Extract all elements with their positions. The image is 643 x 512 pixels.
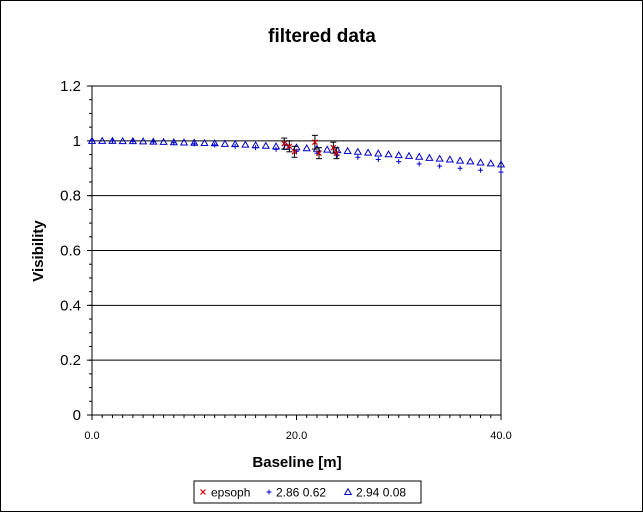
data-point [355, 154, 361, 160]
data-series [87, 134, 506, 175]
data-point [316, 150, 322, 157]
data-point [281, 140, 288, 147]
data-point [210, 139, 219, 147]
data-point [230, 139, 240, 148]
data-point [486, 159, 495, 167]
data-point [416, 161, 422, 167]
data-point [394, 150, 403, 159]
data-point [445, 155, 455, 163]
x-axis-title: Baseline [m] [252, 454, 341, 471]
y-tick-label: 1.2 [60, 78, 81, 95]
data-point [457, 165, 463, 171]
data-point [375, 156, 381, 162]
data-point [384, 150, 393, 158]
data-point [108, 136, 117, 144]
data-point [302, 144, 311, 152]
axis-ticks: 0 0.2 0.4 0.6 0.8 1 1.2 0.0 20.0 40.0 [60, 78, 512, 442]
data-point [343, 146, 352, 154]
data-point [220, 139, 230, 147]
x-tick-label: 20.0 [286, 430, 307, 442]
data-point [353, 147, 363, 155]
data-point [159, 137, 168, 145]
y-tick-label: 0.4 [60, 297, 81, 314]
data-point [241, 140, 250, 148]
data-point [291, 148, 298, 155]
series-0 [281, 134, 340, 160]
data-point [333, 150, 340, 157]
data-point [437, 163, 443, 169]
data-point [118, 136, 127, 145]
data-point [149, 137, 158, 145]
legend: epsoph 2.86 0.62 2.94 0.08 [193, 480, 422, 504]
data-point [251, 141, 260, 149]
data-point [415, 152, 424, 160]
legend-marker-2 [343, 487, 353, 495]
legend-label-1: 2.86 0.62 [276, 486, 326, 500]
data-point [498, 169, 504, 175]
legend-label-0: epsoph [211, 486, 250, 500]
data-point [87, 136, 97, 144]
x-tick-label: 0.0 [84, 430, 99, 442]
data-point [311, 139, 318, 146]
y-tick-label: 0 [73, 407, 81, 424]
data-point [128, 136, 138, 145]
legend-marker-1 [266, 489, 272, 495]
legend-box [193, 480, 422, 504]
data-point [271, 142, 281, 150]
legend-marker-0 [200, 489, 206, 495]
data-point [169, 138, 178, 146]
data-point [261, 141, 270, 149]
data-point [323, 145, 332, 153]
y-axis-title: Visibility [30, 220, 47, 282]
y-tick-label: 1 [73, 133, 81, 150]
data-point [466, 157, 475, 165]
data-point [425, 153, 434, 161]
data-point [330, 144, 337, 151]
legend-label-2: 2.94 0.08 [356, 486, 406, 500]
data-point [435, 154, 444, 162]
y-tick-label: 0.8 [60, 188, 81, 205]
data-point [374, 149, 383, 157]
data-point [476, 158, 485, 166]
chart-title: filtered data [268, 26, 376, 47]
data-point [363, 148, 373, 156]
data-point [179, 138, 189, 146]
data-point [273, 146, 279, 152]
data-point [98, 136, 107, 144]
data-point [212, 142, 218, 148]
data-point [404, 151, 414, 159]
data-point [455, 156, 465, 164]
grid-lines [92, 140, 501, 361]
data-point [190, 138, 199, 146]
data-point [396, 159, 402, 165]
y-tick-label: 0.6 [60, 243, 81, 260]
data-point [286, 143, 293, 150]
y-tick-label: 0.2 [60, 352, 81, 369]
data-point [496, 160, 506, 168]
data-point [478, 167, 484, 173]
x-tick-label: 40.0 [490, 430, 511, 442]
data-point [200, 138, 209, 147]
data-point [138, 137, 148, 145]
